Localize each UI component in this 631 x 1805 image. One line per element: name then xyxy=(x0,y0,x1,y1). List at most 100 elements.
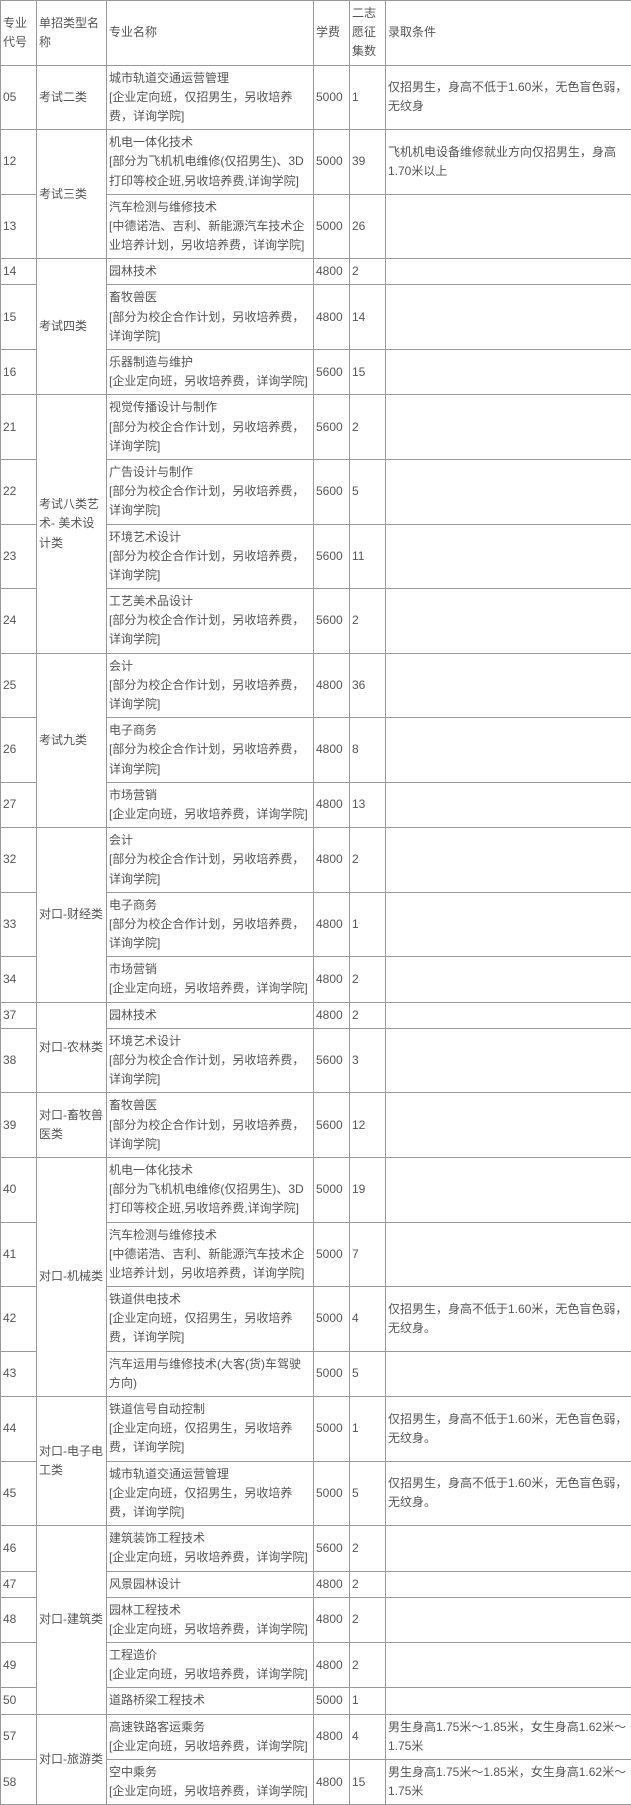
cell-fee: 5000 xyxy=(314,1397,350,1462)
cell-quota: 2 xyxy=(350,589,386,654)
cell-fee: 5000 xyxy=(314,1157,350,1222)
cell-category: 对口-财经类 xyxy=(37,828,107,1003)
cell-major-name: 电子商务 [部分为校企合作计划，另收培养费，详询学院] xyxy=(107,892,314,957)
cell-quota: 8 xyxy=(350,718,386,783)
cell-major-name: 机电一体化技术 [部分为飞机机电维修(仅招男生)、3D打印等校企班,另收培养费,… xyxy=(107,130,314,195)
cell-requirement xyxy=(386,1157,631,1222)
cell-requirement xyxy=(386,194,631,259)
cell-quota: 1 xyxy=(350,1397,386,1462)
table-row: 40对口-机械类机电一体化技术 [部分为飞机机电维修(仅招男生)、3D打印等校企… xyxy=(1,1157,631,1222)
cell-quota: 3 xyxy=(350,1028,386,1093)
cell-quota: 1 xyxy=(350,1688,386,1714)
cell-major-name: 建筑装饰工程技术 [企业定向班，另收培养费，详询学院] xyxy=(107,1526,314,1571)
cell-major-id: 05 xyxy=(1,65,37,130)
cell-major-name: 城市轨道交通运营管理 [企业定向班，仅招男生，另收培养费，详询学院] xyxy=(107,1461,314,1526)
cell-fee: 5600 xyxy=(314,1028,350,1093)
cell-category: 考试四类 xyxy=(37,259,107,395)
cell-requirement xyxy=(386,285,631,350)
cell-requirement: 仅招男生，身高不低于1.60米，无色盲色弱，无纹身。 xyxy=(386,1461,631,1526)
cell-major-id: 40 xyxy=(1,1157,37,1222)
cell-major-id: 57 xyxy=(1,1714,37,1759)
cell-category: 考试九类 xyxy=(37,653,107,828)
cell-major-name: 广告设计与制作 [部分为校企合作计划，另收培养费，详询学院] xyxy=(107,459,314,524)
cell-major-id: 41 xyxy=(1,1222,37,1287)
cell-fee: 4800 xyxy=(314,1760,350,1805)
cell-major-name: 电子商务 [部分为校企合作计划，另收培养费，详询学院] xyxy=(107,718,314,783)
cell-major-id: 34 xyxy=(1,957,37,1002)
cell-requirement: 男生身高1.75米～1.85米，女生身高1.62米～1.75米 xyxy=(386,1714,631,1759)
cell-quota: 2 xyxy=(350,828,386,893)
cell-major-id: 26 xyxy=(1,718,37,783)
cell-requirement xyxy=(386,524,631,589)
cell-major-name: 汽车检测与维修技术 [中德诺浩、吉利、新能源汽车技术企业培养计划，另收培养费，详… xyxy=(107,1222,314,1287)
cell-category: 对口-电子电工类 xyxy=(37,1397,107,1526)
cell-category: 对口-旅游类 xyxy=(37,1714,107,1805)
cell-major-id: 21 xyxy=(1,395,37,460)
cell-category: 考试八类艺术- 美术设计类 xyxy=(37,395,107,653)
cell-fee: 5600 xyxy=(314,589,350,654)
col-header-4: 二志愿征集数 xyxy=(350,1,386,66)
cell-quota: 2 xyxy=(350,259,386,285)
cell-quota: 2 xyxy=(350,1597,386,1642)
cell-major-name: 园林技术 xyxy=(107,259,314,285)
cell-major-id: 25 xyxy=(1,653,37,718)
cell-category: 对口-建筑类 xyxy=(37,1526,107,1715)
cell-major-id: 37 xyxy=(1,1002,37,1028)
cell-major-name: 汽车运用与维修技术(大客(货)车驾驶方向) xyxy=(107,1351,314,1396)
cell-quota: 5 xyxy=(350,1351,386,1396)
cell-major-name: 乐器制造与维护 [企业定向班，另收培养费，详询学院] xyxy=(107,350,314,395)
cell-requirement: 仅招男生，身高不低于1.60米，无色盲色弱，无纹身 xyxy=(386,65,631,130)
table-row: 21考试八类艺术- 美术设计类视觉传播设计与制作 [部分为校企合作计划，另收培养… xyxy=(1,395,631,460)
cell-fee: 5000 xyxy=(314,1287,350,1352)
cell-quota: 7 xyxy=(350,1222,386,1287)
cell-major-id: 24 xyxy=(1,589,37,654)
cell-quota: 4 xyxy=(350,1287,386,1352)
table-header-row: 专业代号单招类型名称专业名称学费二志愿征集数录取条件 xyxy=(1,1,631,66)
cell-fee: 4800 xyxy=(314,1714,350,1759)
cell-fee: 5000 xyxy=(314,1222,350,1287)
cell-fee: 4800 xyxy=(314,892,350,957)
cell-category: 对口-农林类 xyxy=(37,1002,107,1093)
cell-quota: 4 xyxy=(350,1714,386,1759)
cell-requirement xyxy=(386,1093,631,1158)
cell-major-id: 42 xyxy=(1,1287,37,1352)
cell-major-id: 43 xyxy=(1,1351,37,1396)
cell-major-name: 畜牧兽医 [部分为校企合作计划，另收培养费，详询学院] xyxy=(107,285,314,350)
cell-requirement xyxy=(386,653,631,718)
cell-fee: 4800 xyxy=(314,718,350,783)
cell-major-id: 49 xyxy=(1,1643,37,1688)
cell-major-name: 风景园林设计 xyxy=(107,1571,314,1597)
cell-requirement xyxy=(386,828,631,893)
table-row: 14考试四类园林技术48002 xyxy=(1,259,631,285)
cell-major-id: 33 xyxy=(1,892,37,957)
cell-requirement xyxy=(386,395,631,460)
col-header-1: 单招类型名称 xyxy=(37,1,107,66)
cell-quota: 2 xyxy=(350,1643,386,1688)
cell-requirement xyxy=(386,459,631,524)
cell-fee: 4800 xyxy=(314,1597,350,1642)
cell-quota: 11 xyxy=(350,524,386,589)
cell-fee: 5000 xyxy=(314,1351,350,1396)
cell-major-id: 27 xyxy=(1,782,37,827)
cell-major-id: 39 xyxy=(1,1093,37,1158)
cell-major-id: 14 xyxy=(1,259,37,285)
cell-major-id: 50 xyxy=(1,1688,37,1714)
cell-requirement: 仅招男生，身高不低于1.60米，无色盲色弱，无纹身。 xyxy=(386,1287,631,1352)
cell-major-name: 环境艺术设计 [部分为校企合作计划，另收培养费，详询学院] xyxy=(107,1028,314,1093)
cell-quota: 2 xyxy=(350,1571,386,1597)
table-row: 57对口-旅游类高速铁路客运乘务 [企业定向班，另收培养费，详询学院]48004… xyxy=(1,1714,631,1759)
cell-requirement xyxy=(386,259,631,285)
col-header-0: 专业代号 xyxy=(1,1,37,66)
cell-fee: 4800 xyxy=(314,828,350,893)
cell-requirement xyxy=(386,1571,631,1597)
cell-major-name: 机电一体化技术 [部分为飞机机电维修(仅招男生)、3D打印等校企班,另收培养费,… xyxy=(107,1157,314,1222)
cell-fee: 5600 xyxy=(314,395,350,460)
cell-major-id: 23 xyxy=(1,524,37,589)
cell-fee: 5000 xyxy=(314,1688,350,1714)
cell-quota: 1 xyxy=(350,892,386,957)
cell-requirement: 男生身高1.75米～1.85米，女生身高1.62米～1.75米 xyxy=(386,1760,631,1805)
cell-quota: 36 xyxy=(350,653,386,718)
cell-quota: 19 xyxy=(350,1157,386,1222)
cell-major-id: 16 xyxy=(1,350,37,395)
cell-requirement xyxy=(386,892,631,957)
